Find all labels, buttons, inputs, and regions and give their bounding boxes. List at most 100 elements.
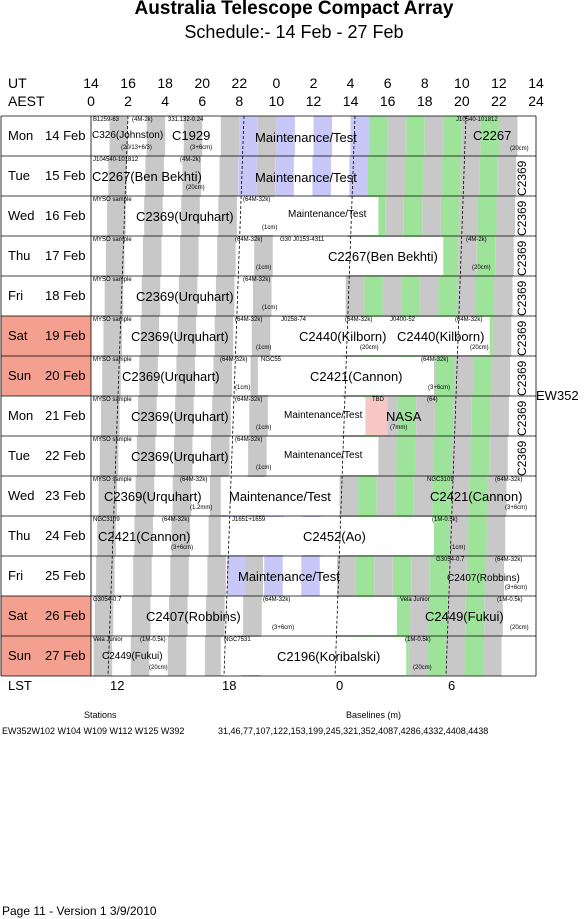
ut-tick: 22 — [231, 75, 248, 91]
grey-stripe — [104, 276, 124, 316]
ut-tick: 4 — [346, 75, 355, 91]
green-stripe — [364, 276, 383, 316]
page-title: Australia Telescope Compact Array — [134, 0, 454, 19]
weekend-shade — [1, 316, 91, 356]
project-label: C2267 — [473, 128, 512, 143]
grey-stripe — [413, 476, 433, 516]
maintenance-stripe — [275, 156, 294, 196]
green-stripe — [395, 476, 414, 516]
project-label: (64) — [427, 397, 438, 403]
grey-stripe — [408, 636, 428, 676]
green-stripe — [428, 596, 448, 636]
day-date: 26 Feb — [45, 608, 86, 623]
project-block-bg — [294, 597, 397, 635]
grey-stripe — [103, 316, 122, 356]
grey-stripe — [213, 356, 232, 396]
green-stripe — [367, 156, 387, 196]
project-label: Maintenance/Test — [284, 450, 363, 461]
aest-tick: 12 — [305, 93, 322, 109]
weekend-shade — [1, 636, 91, 676]
project-label: C2369(Urquhart) — [131, 409, 229, 424]
grey-stripe — [212, 396, 231, 436]
lst-tick-6: 6 — [448, 678, 456, 693]
grey-stripe — [207, 556, 226, 596]
project-label: J0258-74 — [281, 317, 307, 323]
project-label: C2196(Koribalski) — [277, 649, 381, 664]
lst-tick-12: 12 — [110, 678, 125, 693]
grey-stripe — [214, 316, 234, 356]
day-row-label: Mon 14 Feb — [1, 116, 91, 156]
day-date: 14 Feb — [45, 128, 86, 143]
grey-stripe — [461, 116, 481, 156]
grey-stripe — [411, 556, 430, 596]
day-row-label: Wed 16 Feb — [1, 196, 91, 236]
green-stripe — [442, 156, 461, 196]
day-name: Wed — [8, 488, 35, 503]
project-block-bg — [285, 317, 490, 355]
grey-stripe — [486, 516, 506, 556]
project-label: TBD — [372, 397, 384, 403]
grey-stripe — [220, 116, 240, 156]
project-label: (1cm) — [256, 345, 272, 351]
project-label: (1cm) — [262, 225, 278, 231]
day-date: 19 Feb — [45, 328, 86, 343]
day-name: Wed — [8, 208, 35, 223]
project-block-bg — [220, 637, 407, 675]
grey-stripe — [337, 556, 356, 596]
aest-tick: 16 — [379, 93, 396, 109]
day-row-label: Fri 25 Feb — [1, 556, 91, 596]
grey-stripe — [97, 516, 116, 556]
stations-label: Stations — [84, 710, 117, 720]
grey-stripe — [243, 596, 262, 636]
project-label: C326(Johnston) — [92, 130, 164, 141]
project-label: (20cm) — [413, 665, 432, 671]
grey-stripe — [377, 436, 397, 476]
day-row-label: Thu 17 Feb — [1, 236, 91, 276]
grey-stripe — [182, 156, 202, 196]
green-stripe — [465, 596, 485, 636]
grey-stripe — [172, 476, 192, 516]
maintenance-stripe — [349, 156, 369, 196]
aest-tick: 6 — [198, 93, 207, 109]
ut-tick: 10 — [454, 75, 470, 91]
project-label: (1cm) — [256, 465, 272, 471]
grey-stripe — [142, 236, 162, 276]
project-label: C2421(Cannon) — [310, 369, 403, 384]
grey-stripe — [459, 196, 478, 236]
ut-tick: 14 — [83, 75, 99, 91]
grey-stripe — [339, 476, 359, 516]
maintenance-stripe — [239, 116, 258, 156]
project-label-vertical: C2369 — [515, 320, 529, 356]
grey-stripe — [447, 596, 466, 636]
maintenance-stripe — [350, 116, 370, 156]
grey-stripe — [454, 356, 474, 396]
project-label: Maintenance/Test — [255, 170, 357, 185]
grey-stripe — [139, 356, 158, 396]
green-stripe — [396, 436, 415, 476]
green-stripe — [434, 396, 454, 436]
grey-stripe — [98, 476, 118, 516]
green-stripe — [479, 156, 498, 196]
grey-stripe — [206, 596, 225, 636]
project-label: (64M-32k) — [495, 557, 523, 563]
green-stripe — [369, 116, 388, 156]
grey-stripe — [99, 436, 119, 476]
day-date: 18 Feb — [45, 288, 86, 303]
green-stripe — [392, 556, 412, 596]
project-label: (1cm) — [262, 305, 278, 311]
grey-stripe — [495, 236, 514, 276]
grey-stripe — [254, 236, 273, 276]
grey-stripe — [491, 356, 511, 396]
project-label: MYSO sample — [93, 197, 132, 203]
project-label: (64M-32k) — [345, 317, 373, 323]
aest-tick: 14 — [342, 93, 359, 109]
project-label: C2369(Urquhart) — [136, 289, 234, 304]
grey-stripe — [453, 396, 472, 436]
grey-stripe — [169, 596, 188, 636]
grey-stripe — [458, 236, 477, 276]
project-label: (1cm) — [450, 545, 466, 551]
project-label: (1M-0.5k) — [405, 637, 431, 643]
grey-stripe — [345, 276, 365, 316]
project-label: C2407(Robbins) — [146, 609, 241, 624]
project-label: (20cm) — [360, 345, 379, 351]
